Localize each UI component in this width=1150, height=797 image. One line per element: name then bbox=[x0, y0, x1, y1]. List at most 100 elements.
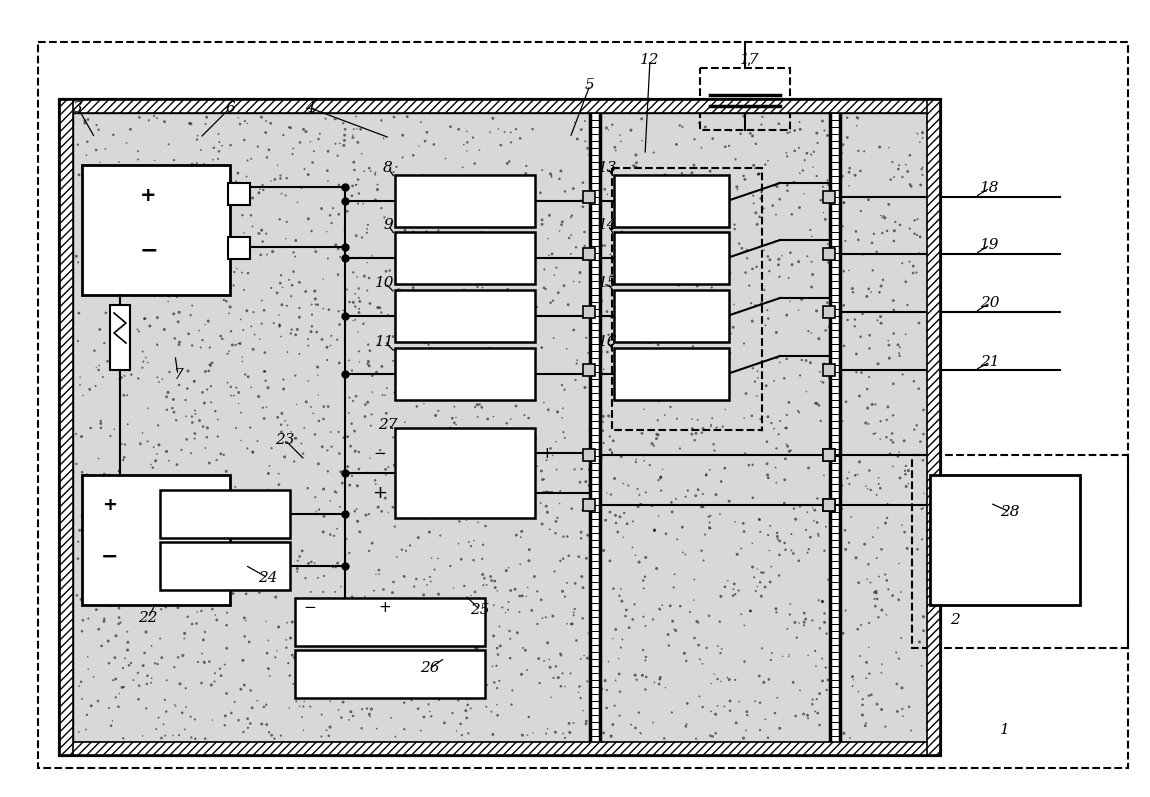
Point bbox=[347, 503, 366, 516]
Point bbox=[270, 213, 289, 226]
Point bbox=[158, 445, 176, 457]
Point bbox=[218, 376, 237, 389]
Point bbox=[802, 148, 820, 161]
Point bbox=[238, 304, 256, 317]
Point bbox=[159, 218, 177, 231]
Point bbox=[269, 467, 288, 480]
Point bbox=[150, 375, 168, 388]
Point bbox=[777, 422, 796, 434]
Point bbox=[85, 344, 104, 357]
Point bbox=[808, 492, 827, 505]
Point bbox=[187, 285, 206, 297]
Point bbox=[148, 112, 167, 124]
Point bbox=[759, 312, 777, 325]
Point bbox=[782, 544, 800, 557]
Point bbox=[230, 506, 248, 519]
Point bbox=[574, 200, 592, 213]
Point bbox=[406, 274, 424, 287]
Point bbox=[789, 405, 807, 418]
Point bbox=[438, 289, 457, 302]
Point bbox=[759, 154, 777, 167]
Point bbox=[697, 642, 715, 654]
Point bbox=[869, 611, 888, 623]
Point bbox=[706, 708, 724, 720]
Point bbox=[590, 443, 608, 456]
Point bbox=[596, 239, 614, 252]
Point bbox=[196, 657, 214, 669]
Point bbox=[566, 374, 584, 387]
Point bbox=[315, 508, 334, 520]
Point bbox=[882, 434, 900, 446]
Point bbox=[835, 265, 853, 277]
Point bbox=[264, 317, 283, 330]
Point bbox=[650, 473, 668, 486]
Point bbox=[773, 650, 791, 662]
Point bbox=[271, 269, 290, 281]
Point bbox=[765, 375, 783, 387]
Point bbox=[258, 647, 276, 660]
Point bbox=[237, 171, 255, 183]
Point bbox=[634, 669, 652, 681]
Point bbox=[862, 398, 881, 410]
Point bbox=[406, 620, 424, 633]
Point bbox=[255, 412, 274, 425]
Point bbox=[883, 155, 902, 168]
Point bbox=[907, 419, 926, 432]
Point bbox=[581, 492, 599, 505]
Point bbox=[271, 277, 290, 289]
Point bbox=[845, 320, 864, 332]
Point bbox=[114, 732, 132, 744]
Point bbox=[567, 241, 585, 253]
Point bbox=[756, 581, 774, 594]
Point bbox=[558, 530, 576, 543]
Point bbox=[183, 496, 201, 508]
Point bbox=[877, 225, 896, 238]
Point bbox=[113, 582, 131, 595]
Point bbox=[727, 717, 745, 729]
Point bbox=[795, 708, 813, 720]
Point bbox=[546, 726, 565, 739]
Point bbox=[271, 330, 290, 343]
Point bbox=[702, 705, 720, 718]
Point bbox=[864, 531, 882, 544]
Point bbox=[583, 622, 601, 635]
Point bbox=[329, 305, 347, 318]
Point bbox=[235, 134, 253, 147]
Point bbox=[267, 591, 285, 603]
Point bbox=[728, 548, 746, 561]
Point bbox=[488, 659, 506, 672]
Point bbox=[256, 365, 275, 378]
Point bbox=[838, 472, 857, 485]
Point bbox=[225, 551, 244, 563]
Point bbox=[598, 487, 616, 500]
Point bbox=[342, 440, 360, 453]
Point bbox=[853, 308, 872, 320]
Point bbox=[67, 249, 85, 262]
Point bbox=[734, 517, 752, 530]
Point bbox=[261, 117, 279, 130]
Point bbox=[331, 501, 350, 513]
Point bbox=[450, 646, 468, 659]
Point bbox=[217, 295, 236, 308]
Point bbox=[513, 525, 531, 538]
Point bbox=[109, 602, 128, 614]
Point bbox=[745, 375, 764, 388]
Point bbox=[407, 572, 426, 585]
Point bbox=[595, 363, 613, 375]
Point bbox=[766, 179, 784, 192]
Point bbox=[342, 705, 360, 718]
Point bbox=[344, 132, 362, 144]
Point bbox=[485, 226, 504, 239]
Point bbox=[691, 329, 710, 342]
Point bbox=[240, 636, 259, 649]
Point bbox=[603, 311, 621, 324]
Point bbox=[678, 354, 697, 367]
Point bbox=[816, 191, 835, 204]
Point bbox=[748, 261, 766, 273]
Point bbox=[501, 265, 520, 278]
Point bbox=[342, 630, 360, 642]
Point bbox=[450, 638, 468, 650]
Point bbox=[761, 575, 780, 588]
Point bbox=[169, 651, 187, 664]
Point bbox=[87, 287, 106, 300]
